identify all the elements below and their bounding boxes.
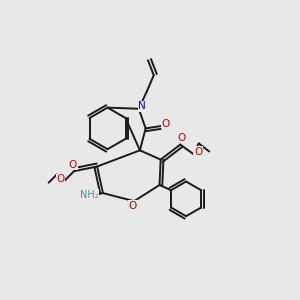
Text: NH₂: NH₂ (80, 190, 98, 200)
Text: O: O (194, 147, 202, 157)
Text: N: N (138, 101, 146, 112)
Text: O: O (129, 201, 137, 211)
Text: O: O (162, 119, 170, 129)
Text: O: O (177, 133, 186, 142)
Text: O: O (56, 174, 64, 184)
Text: O: O (69, 160, 77, 170)
